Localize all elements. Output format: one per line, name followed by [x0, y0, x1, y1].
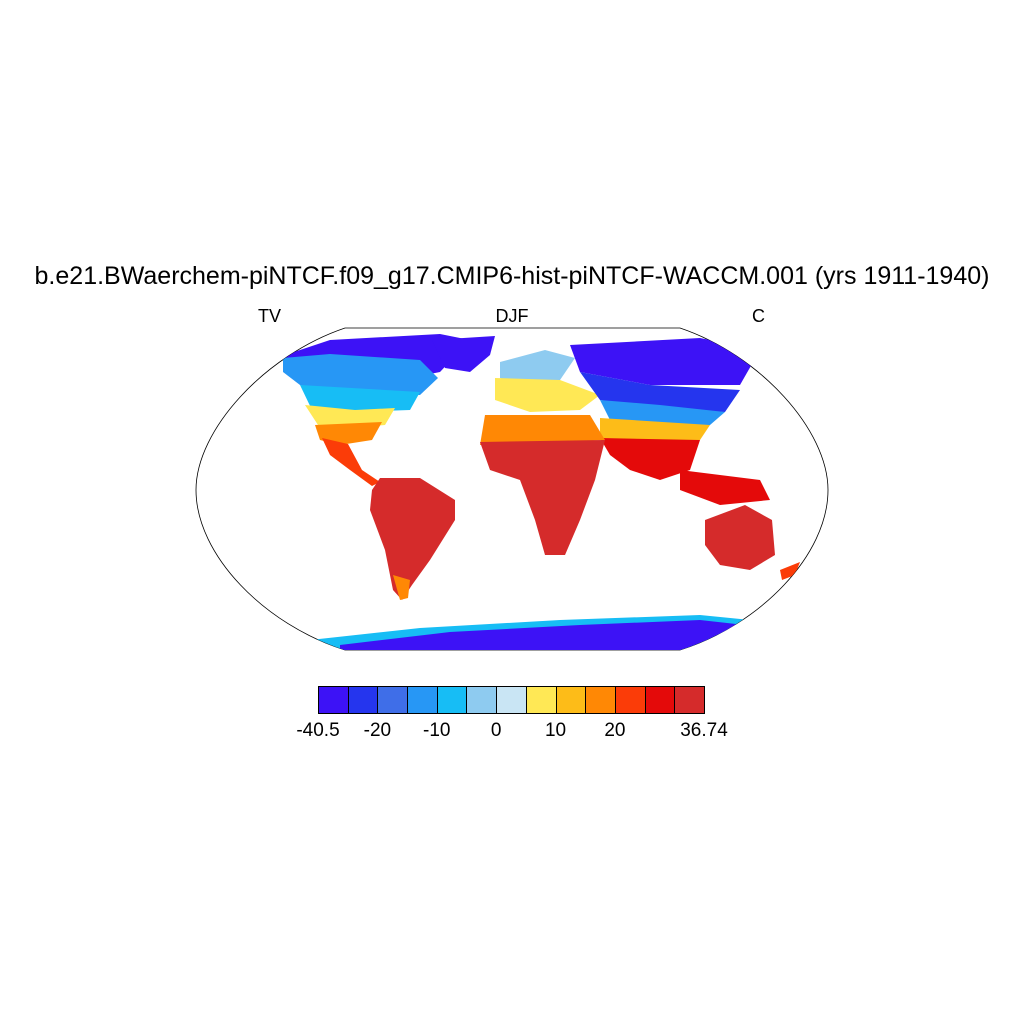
africa	[480, 440, 605, 555]
colorbar-tick-label: 10	[544, 720, 567, 741]
colorbar-swatch	[585, 686, 616, 714]
southeast-asia	[680, 470, 770, 505]
colorbar-swatch	[436, 686, 468, 714]
units-label: C	[752, 306, 765, 326]
colorbar-tick-label: -40.5	[296, 720, 340, 741]
europe-south	[495, 378, 600, 412]
europe-north	[500, 350, 575, 385]
colorbar-swatch	[496, 686, 527, 714]
central-america	[322, 438, 380, 486]
south-america-tip	[393, 575, 410, 600]
africa-north	[480, 415, 605, 445]
season-label: DJF	[495, 306, 529, 326]
asia-mild	[600, 418, 710, 445]
greenland	[432, 336, 495, 372]
colorbar-swatch	[377, 686, 409, 714]
colorbar-tick-label: -10	[423, 720, 451, 741]
north-america-warm	[315, 422, 382, 445]
colorbar-swatch	[555, 686, 587, 714]
asia-far-north	[570, 338, 760, 385]
colorbar-swatch	[674, 686, 705, 714]
colorbar-tick-label: 20	[604, 720, 626, 741]
colorbar-swatch	[466, 686, 498, 714]
colorbar-swatch	[347, 686, 379, 714]
north-america-temperate	[305, 405, 395, 428]
asia-south	[600, 438, 700, 480]
colorbar-swatch	[614, 686, 646, 714]
south-america	[370, 478, 455, 600]
variable-label: TV	[258, 306, 282, 326]
colorbar-tick-label: 36.74	[680, 720, 728, 741]
colorbar-tick-label: 0	[490, 720, 502, 741]
colorbar-swatch	[644, 686, 676, 714]
colorbar-swatch	[525, 686, 557, 714]
colorbar-tick-label: -20	[363, 720, 392, 741]
antarctica	[340, 620, 790, 650]
plot-title: b.e21.BWaerchem-piNTCF.f09_g17.CMIP6-his…	[34, 262, 990, 290]
new-zealand	[780, 562, 800, 580]
australia	[705, 505, 775, 570]
north-america-cold	[283, 354, 438, 395]
north-america-mid	[300, 385, 420, 412]
colorbar-swatch	[318, 686, 349, 714]
colorbar-swatch	[407, 686, 438, 714]
